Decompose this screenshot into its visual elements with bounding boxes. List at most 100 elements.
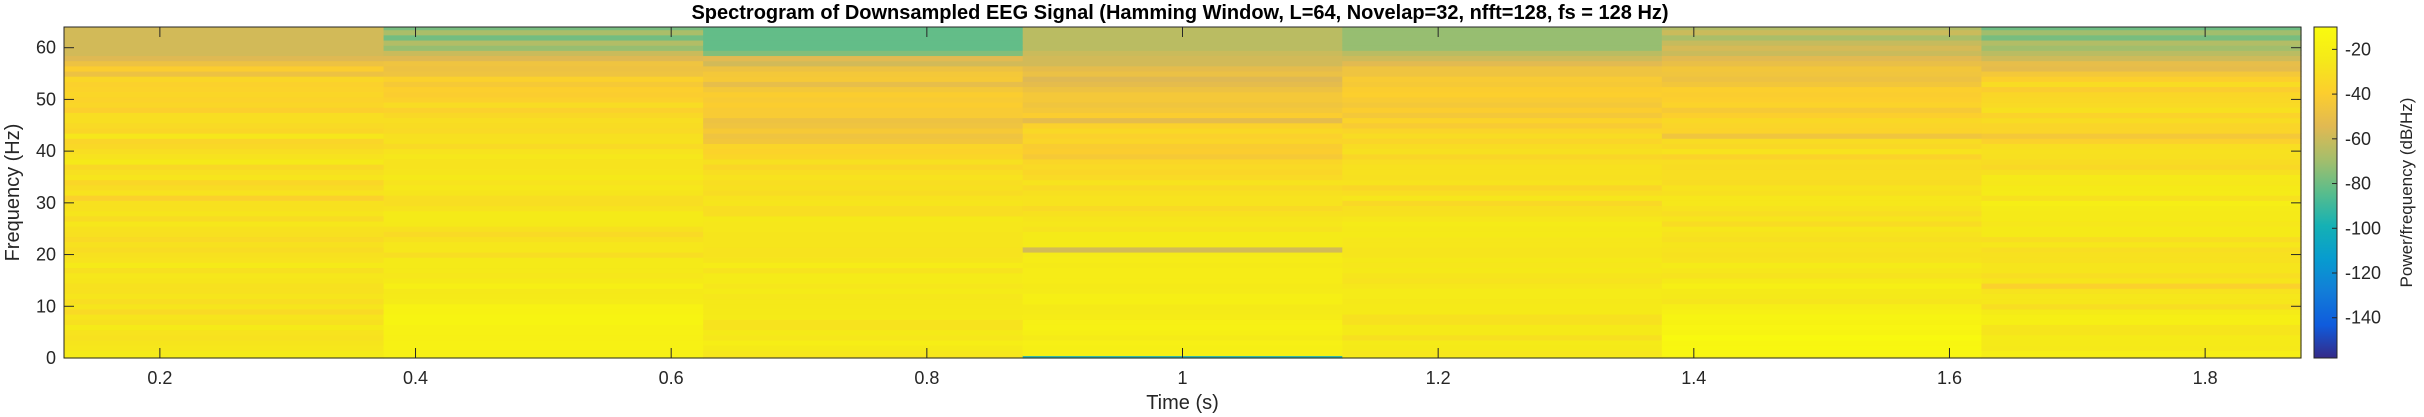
heatmap-cell xyxy=(1661,226,1983,232)
heatmap-cell xyxy=(1661,65,1983,72)
heatmap-cell xyxy=(1022,189,1343,196)
heatmap-cell xyxy=(703,308,1024,315)
colorbar-tick-label: -20 xyxy=(2345,39,2371,59)
heatmap-cell xyxy=(1981,27,2302,31)
heatmap-cell xyxy=(1342,174,1663,181)
heatmap-cell xyxy=(64,339,385,346)
heatmap-cell xyxy=(383,205,704,212)
x-axis-label: Time (s) xyxy=(1146,392,1219,414)
heatmap-cell xyxy=(1022,288,1343,294)
heatmap-cell xyxy=(1981,257,2302,263)
heatmap-cell xyxy=(383,288,704,294)
heatmap-cell xyxy=(1661,45,1983,51)
heatmap-cell xyxy=(1022,153,1343,160)
heatmap-cell xyxy=(1661,153,1983,160)
heatmap-cell xyxy=(703,246,1024,253)
heatmap-cell xyxy=(1342,345,1663,351)
heatmap-cell xyxy=(703,324,1024,331)
heatmap-cell xyxy=(383,293,704,300)
heatmap-cell xyxy=(1981,350,2302,357)
heatmap-cell xyxy=(1342,112,1663,119)
heatmap-cell xyxy=(1661,91,1983,98)
heatmap-cell xyxy=(383,29,704,36)
heatmap-cell xyxy=(1661,314,1983,320)
heatmap-cell xyxy=(383,339,704,346)
heatmap-cell xyxy=(64,76,385,82)
heatmap-cell xyxy=(703,200,1024,207)
heatmap-cell xyxy=(1981,189,2302,196)
heatmap-cell xyxy=(1022,283,1343,289)
heatmap-cell xyxy=(1022,65,1343,72)
heatmap-cell xyxy=(64,308,385,315)
heatmap-cell xyxy=(1661,324,1983,331)
heatmap-cell xyxy=(703,174,1024,181)
heatmap-cell xyxy=(383,200,704,207)
colorbar-tick-label: -80 xyxy=(2345,174,2371,194)
heatmap-cell xyxy=(1981,70,2302,77)
heatmap-cell xyxy=(383,60,704,67)
heatmap-cell xyxy=(64,112,385,119)
heatmap-cell xyxy=(1022,164,1343,170)
heatmap-cell xyxy=(383,107,704,113)
heatmap-cell xyxy=(1342,220,1663,227)
heatmap-cell xyxy=(1981,60,2302,67)
heatmap-cell xyxy=(1342,39,1663,46)
heatmap-cell xyxy=(1981,236,2302,243)
heatmap-cell xyxy=(1342,143,1663,150)
heatmap-cell xyxy=(703,184,1024,191)
heatmap-cell xyxy=(383,195,704,201)
heatmap-cell xyxy=(1661,107,1983,113)
heatmap-cell xyxy=(1342,86,1663,93)
heatmap-cell xyxy=(1981,143,2302,150)
heatmap-cell xyxy=(1022,138,1343,144)
heatmap-cell xyxy=(1342,45,1663,51)
heatmap-cell xyxy=(703,107,1024,113)
heatmap-cell xyxy=(1342,308,1663,315)
colorbar xyxy=(2313,26,2338,359)
heatmap-cell xyxy=(1661,76,1983,82)
heatmap-cell xyxy=(1022,184,1343,191)
heatmap-cell xyxy=(1022,70,1343,77)
heatmap-cell xyxy=(1022,50,1343,57)
heatmap-cell xyxy=(64,148,385,155)
heatmap-cell xyxy=(1022,76,1343,82)
chart-title: Spectrogram of Downsampled EEG Signal (H… xyxy=(691,2,1668,24)
heatmap-cell xyxy=(1661,345,1983,351)
heatmap-cell xyxy=(1661,70,1983,77)
heatmap-cell xyxy=(1661,267,1983,274)
heatmap-cell xyxy=(1661,241,1983,248)
heatmap-cell xyxy=(1022,122,1343,129)
heatmap-cell xyxy=(1342,298,1663,305)
heatmap-cell xyxy=(1981,226,2302,232)
heatmap-cell xyxy=(1342,355,1663,359)
heatmap-cell xyxy=(64,257,385,263)
heatmap-cell xyxy=(64,241,385,248)
heatmap-cell xyxy=(1022,107,1343,113)
heatmap-cell xyxy=(703,319,1024,325)
heatmap-cell xyxy=(64,215,385,222)
heatmap-cell xyxy=(1981,210,2302,217)
heatmap-cell xyxy=(1661,293,1983,300)
x-tick-label: 0.6 xyxy=(659,368,684,388)
heatmap-cell xyxy=(703,117,1024,124)
heatmap-cell xyxy=(383,324,704,331)
heatmap-cell xyxy=(64,179,385,186)
heatmap-cell xyxy=(383,246,704,253)
y-tick-label: 60 xyxy=(36,38,56,58)
heatmap-cell xyxy=(703,251,1024,258)
heatmap-cell xyxy=(1022,314,1343,320)
heatmap-cell xyxy=(64,164,385,170)
heatmap-cell xyxy=(383,251,704,258)
heatmap-cell xyxy=(1981,231,2302,238)
heatmap-cell xyxy=(383,45,704,51)
heatmap-cell xyxy=(1661,27,1983,31)
heatmap-cell xyxy=(1981,272,2302,279)
heatmap-cell xyxy=(1342,50,1663,57)
heatmap-cell xyxy=(1661,96,1983,103)
heatmap-cell xyxy=(1022,195,1343,201)
x-tick-label: 0.8 xyxy=(914,368,939,388)
heatmap-cell xyxy=(1661,334,1983,341)
heatmap-cell xyxy=(1981,241,2302,248)
heatmap-cell xyxy=(1661,55,1983,62)
heatmap-cell xyxy=(1022,329,1343,336)
